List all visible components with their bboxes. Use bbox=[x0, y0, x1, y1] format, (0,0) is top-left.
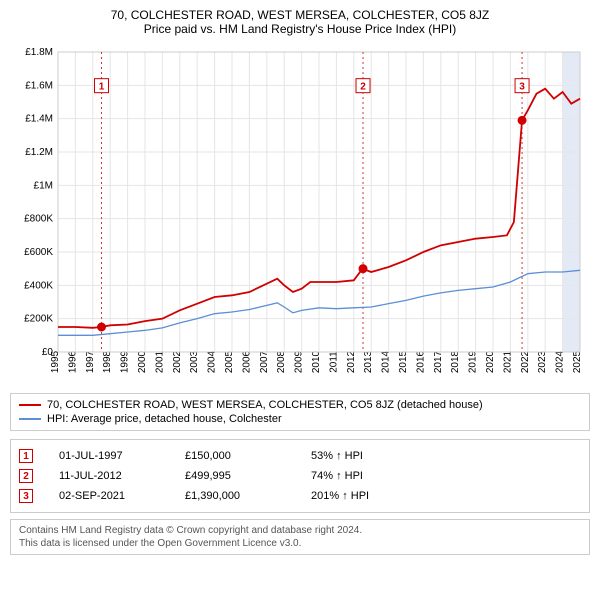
marker-row: 3 02-SEP-2021 £1,390,000 201% ↑ HPI bbox=[19, 486, 581, 506]
marker-number-box: 1 bbox=[19, 449, 33, 463]
svg-text:2020: 2020 bbox=[485, 350, 496, 373]
legend-item: HPI: Average price, detached house, Colc… bbox=[19, 412, 581, 426]
svg-text:2015: 2015 bbox=[398, 350, 409, 373]
svg-text:2011: 2011 bbox=[328, 351, 339, 373]
svg-text:2008: 2008 bbox=[276, 350, 287, 373]
svg-text:2016: 2016 bbox=[415, 350, 426, 373]
legend: 70, COLCHESTER ROAD, WEST MERSEA, COLCHE… bbox=[10, 393, 590, 431]
svg-text:2005: 2005 bbox=[224, 350, 235, 373]
svg-text:£1M: £1M bbox=[34, 180, 53, 191]
footer-attribution: Contains HM Land Registry data © Crown c… bbox=[10, 519, 590, 555]
svg-text:£1.6M: £1.6M bbox=[25, 80, 53, 91]
svg-text:1997: 1997 bbox=[85, 350, 96, 373]
svg-text:£200K: £200K bbox=[24, 314, 53, 325]
legend-label: HPI: Average price, detached house, Colc… bbox=[47, 413, 282, 425]
marker-price: £499,995 bbox=[185, 470, 285, 482]
svg-text:2025: 2025 bbox=[572, 350, 583, 373]
svg-text:2022: 2022 bbox=[520, 350, 531, 373]
svg-text:2010: 2010 bbox=[311, 350, 322, 373]
legend-swatch bbox=[19, 418, 41, 420]
svg-text:2018: 2018 bbox=[450, 350, 461, 373]
chart-title: 70, COLCHESTER ROAD, WEST MERSEA, COLCHE… bbox=[10, 8, 590, 22]
marker-date: 01-JUL-1997 bbox=[59, 450, 159, 462]
chart-container: 70, COLCHESTER ROAD, WEST MERSEA, COLCHE… bbox=[0, 0, 600, 590]
svg-text:2009: 2009 bbox=[294, 350, 305, 373]
svg-text:£800K: £800K bbox=[24, 214, 53, 225]
svg-text:£600K: £600K bbox=[24, 247, 53, 258]
chart-subtitle: Price paid vs. HM Land Registry's House … bbox=[10, 22, 590, 36]
marker-row: 2 11-JUL-2012 £499,995 74% ↑ HPI bbox=[19, 466, 581, 486]
marker-price: £1,390,000 bbox=[185, 490, 285, 502]
footer-line: Contains HM Land Registry data © Crown c… bbox=[19, 524, 581, 537]
svg-text:2014: 2014 bbox=[381, 350, 392, 373]
marker-number-box: 2 bbox=[19, 469, 33, 483]
marker-price: £150,000 bbox=[185, 450, 285, 462]
svg-text:2023: 2023 bbox=[537, 350, 548, 373]
svg-text:2017: 2017 bbox=[433, 350, 444, 373]
marker-number-box: 3 bbox=[19, 489, 33, 503]
svg-text:2007: 2007 bbox=[259, 350, 270, 373]
svg-text:2021: 2021 bbox=[502, 350, 513, 373]
svg-text:2000: 2000 bbox=[137, 350, 148, 373]
legend-label: 70, COLCHESTER ROAD, WEST MERSEA, COLCHE… bbox=[47, 399, 483, 411]
svg-text:2013: 2013 bbox=[363, 350, 374, 373]
svg-text:2006: 2006 bbox=[241, 350, 252, 373]
legend-swatch bbox=[19, 404, 41, 406]
chart-svg: £0£200K£400K£600K£800K£1M£1.2M£1.4M£1.6M… bbox=[10, 42, 590, 382]
chart-plot-area: £0£200K£400K£600K£800K£1M£1.2M£1.4M£1.6M… bbox=[10, 42, 590, 387]
svg-text:2004: 2004 bbox=[207, 350, 218, 373]
svg-text:2019: 2019 bbox=[468, 350, 479, 373]
svg-text:£400K: £400K bbox=[24, 280, 53, 291]
marker-table: 1 01-JUL-1997 £150,000 53% ↑ HPI 2 11-JU… bbox=[10, 439, 590, 513]
svg-text:2012: 2012 bbox=[346, 350, 357, 373]
svg-text:2003: 2003 bbox=[189, 350, 200, 373]
svg-text:2: 2 bbox=[360, 82, 366, 93]
legend-item: 70, COLCHESTER ROAD, WEST MERSEA, COLCHE… bbox=[19, 398, 581, 412]
svg-text:3: 3 bbox=[519, 82, 525, 93]
svg-text:2001: 2001 bbox=[154, 350, 165, 373]
footer-line: This data is licensed under the Open Gov… bbox=[19, 537, 581, 550]
svg-text:1998: 1998 bbox=[102, 350, 113, 373]
marker-pct: 53% ↑ HPI bbox=[311, 450, 431, 462]
svg-text:2024: 2024 bbox=[555, 350, 566, 373]
marker-row: 1 01-JUL-1997 £150,000 53% ↑ HPI bbox=[19, 446, 581, 466]
marker-date: 11-JUL-2012 bbox=[59, 470, 159, 482]
svg-text:£1.8M: £1.8M bbox=[25, 47, 53, 58]
svg-text:1995: 1995 bbox=[50, 350, 61, 373]
marker-pct: 74% ↑ HPI bbox=[311, 470, 431, 482]
marker-pct: 201% ↑ HPI bbox=[311, 490, 431, 502]
svg-text:£1.2M: £1.2M bbox=[25, 147, 53, 158]
svg-text:1996: 1996 bbox=[67, 350, 78, 373]
svg-text:2002: 2002 bbox=[172, 350, 183, 373]
marker-date: 02-SEP-2021 bbox=[59, 490, 159, 502]
svg-text:1999: 1999 bbox=[120, 350, 131, 373]
svg-text:1: 1 bbox=[99, 82, 105, 93]
svg-text:£1.4M: £1.4M bbox=[25, 114, 53, 125]
